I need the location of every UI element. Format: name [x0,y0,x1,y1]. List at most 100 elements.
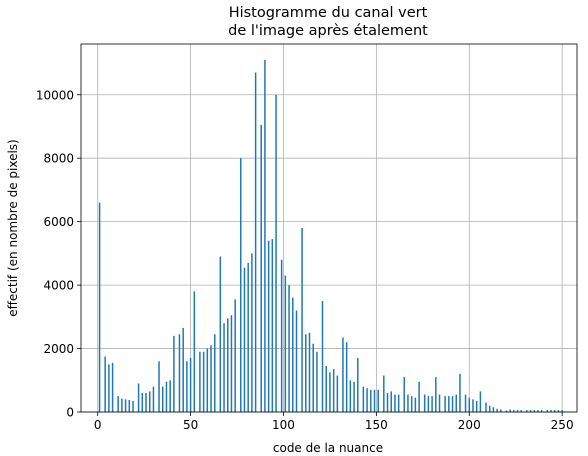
bar-101 [284,275,287,412]
bar-83 [251,253,253,412]
bar-189 [448,396,450,412]
y-tick-label: 2000 [43,342,74,356]
bar-68 [223,323,225,412]
bar-94 [271,239,274,412]
bar-105 [292,297,294,412]
bar-17 [128,399,131,412]
bar-110 [301,228,303,412]
bar-206 [479,391,482,412]
bar-6 [108,364,110,412]
bar-30 [152,386,155,412]
bar-22 [137,383,140,412]
bar-125 [329,372,331,412]
bar-195 [459,373,461,412]
bar-59 [206,348,209,412]
bar-61 [210,345,212,412]
bar-15 [124,399,127,412]
bar-79 [243,267,246,412]
bar-121 [321,300,324,412]
bar-11 [117,396,119,412]
bar-4 [104,356,106,412]
bar-244 [550,410,552,412]
x-tick-label: 50 [183,418,198,432]
bar-200 [468,397,470,412]
bar-149 [373,389,376,412]
y-tick-label: 0 [66,406,74,420]
bar-198 [464,394,467,412]
axes [80,43,578,413]
bar-204 [475,400,478,412]
bar-118 [316,351,318,412]
bar-211 [488,405,491,412]
bar-8 [111,362,114,412]
x-tick-label: 100 [272,418,295,432]
x-axis-ticks: 0 50 100 150 200 250 [94,412,574,432]
bar-57 [202,351,205,412]
bar-215 [496,408,498,412]
x-tick-label: 250 [551,418,574,432]
bar-167 [407,394,409,412]
bar-169 [410,396,413,412]
bar-19 [132,400,134,412]
bar-220 [505,410,508,412]
bar-132 [342,337,344,412]
bar-74 [234,299,236,412]
bar-191 [451,396,454,412]
bar-112 [305,334,307,412]
x-axis-label: code de la nuance [273,441,383,455]
y-tick-label: 4000 [43,279,74,293]
bar-123 [325,366,327,412]
bar-193 [455,394,457,412]
bar-147 [370,389,372,412]
bar-250 [561,410,563,412]
bar-116 [312,343,314,412]
bar-248 [557,410,560,412]
bar-184 [438,394,441,412]
plot-frame [80,43,578,413]
bar-180 [431,396,433,412]
bar-72 [230,315,233,412]
bar-237 [537,410,539,412]
bar-151 [377,389,379,412]
bar-55 [199,351,201,412]
bar-33 [158,361,160,412]
bar-176 [423,394,426,412]
bar-96 [275,94,277,413]
bar-26 [145,392,147,412]
bar-145 [366,388,368,412]
y-axis-ticks: 0 2000 4000 6000 8000 10000 [36,88,81,420]
bar-242 [546,410,549,412]
bar-202 [472,399,474,412]
bar-39 [169,380,171,412]
bar-66 [219,256,222,412]
bar-129 [336,375,339,412]
bar-226 [516,410,519,412]
bar-171 [414,397,417,412]
bar-239 [540,410,543,412]
histogram-bars [98,59,563,413]
bar-41 [173,335,175,412]
bar-50 [189,358,192,412]
y-tick-label: 10000 [36,88,74,102]
bar-217 [500,409,502,412]
bar-160 [394,394,396,412]
bar-158 [390,391,392,412]
bar-90 [264,59,266,413]
bar-154 [383,375,385,412]
bar-182 [435,377,437,412]
bar-63 [214,334,216,412]
bar-70 [227,318,229,412]
bar-127 [332,369,335,412]
x-tick-label: 200 [458,418,481,432]
bar-48 [186,361,188,412]
bar-107 [295,310,298,412]
bar-224 [513,410,515,412]
bar-35 [161,386,164,412]
bar-28 [148,391,151,412]
bar-52 [193,291,196,412]
bar-231 [526,410,528,412]
bar-134 [345,342,348,412]
bar-81 [247,262,249,412]
bar-44 [178,334,181,412]
